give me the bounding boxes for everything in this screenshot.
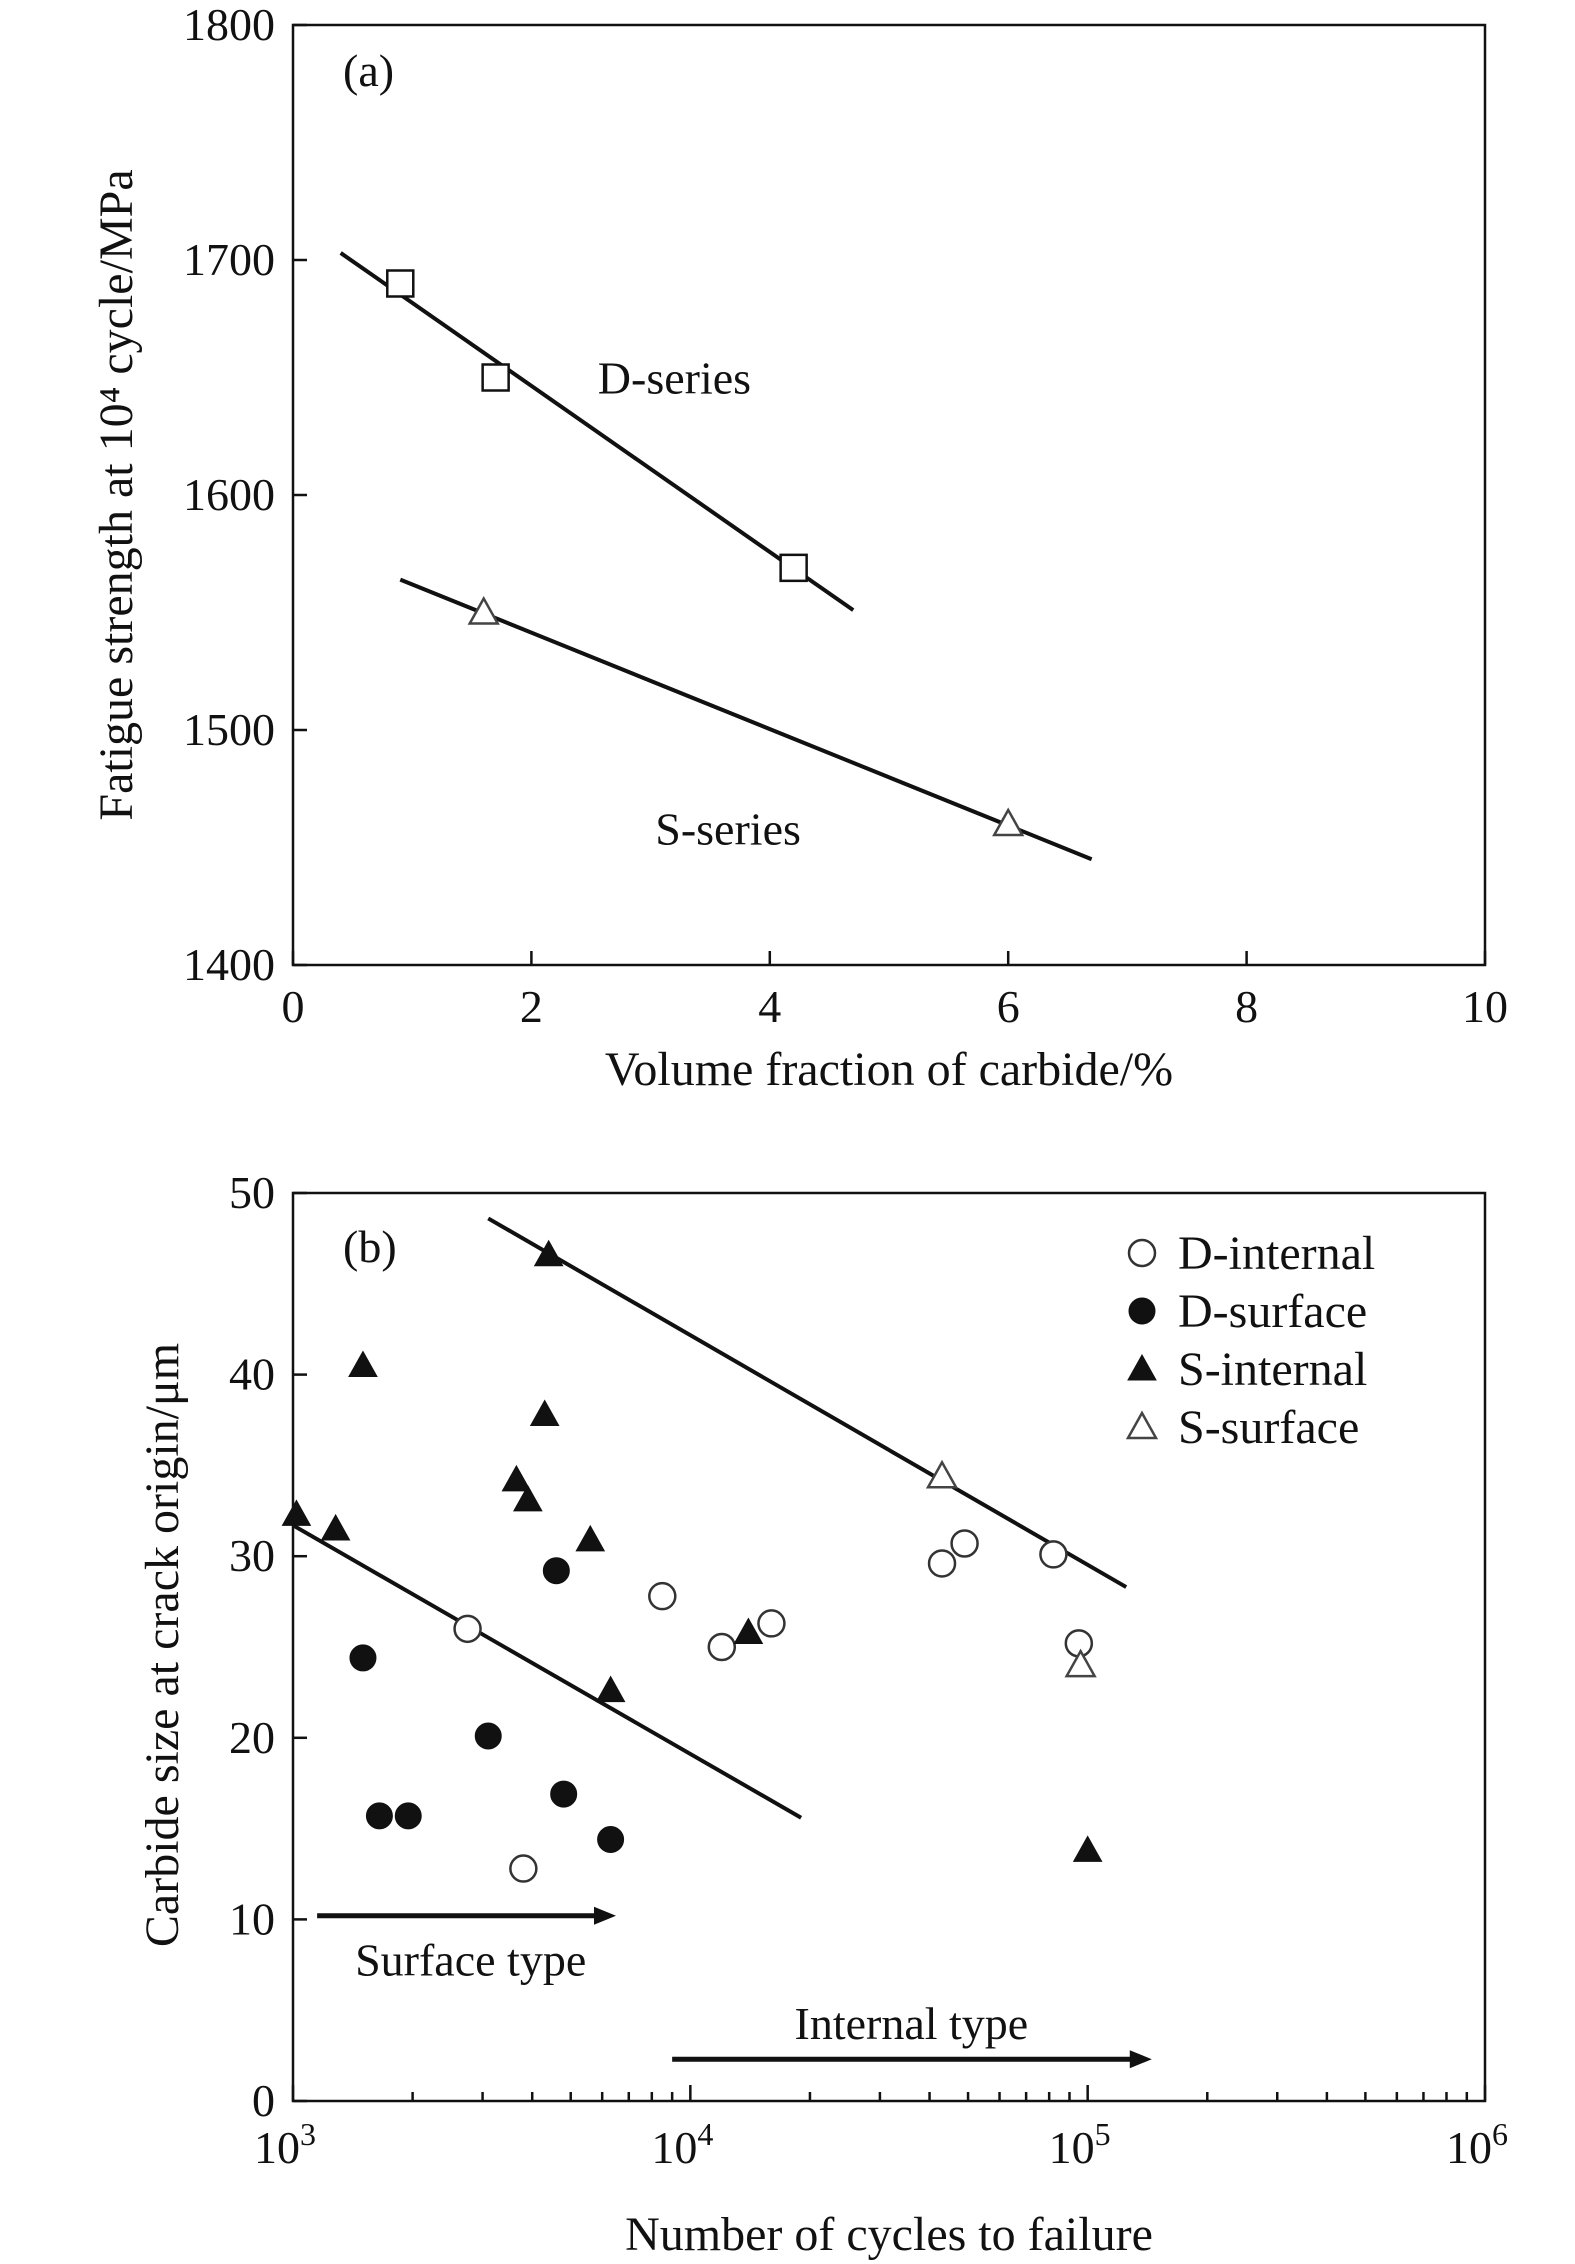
data-point-s-surface-0 bbox=[925, 1459, 959, 1489]
x-tick-label-1e3: 103 bbox=[254, 2116, 316, 2173]
panel-b-plot-area: Surface type Internal type bbox=[281, 1216, 1152, 2069]
x-tick-label-2: 2 bbox=[520, 981, 543, 1032]
y-tick-label-1800: 1800 bbox=[183, 0, 275, 50]
data-point-d-surface-0 bbox=[349, 1644, 377, 1672]
y-tick-label-40: 40 bbox=[229, 1349, 275, 1400]
x-tick-label-8: 8 bbox=[1235, 981, 1258, 1032]
series-s-series bbox=[399, 577, 1093, 862]
data-point-s-internal-2 bbox=[348, 1350, 378, 1378]
y-tick-label-20: 20 bbox=[229, 1712, 275, 1763]
y-tick-label-50: 50 bbox=[229, 1167, 275, 1218]
series-s-surface bbox=[925, 1459, 1097, 1678]
annotation-s-series: S-series bbox=[655, 804, 801, 855]
y-tick-label-0: 0 bbox=[252, 2075, 275, 2126]
data-point-d-series-0 bbox=[386, 269, 415, 298]
arrow-head bbox=[593, 1906, 616, 1925]
x-tick-label-1e5: 105 bbox=[1049, 2116, 1111, 2173]
data-point-d-internal-3 bbox=[707, 1632, 737, 1662]
legend-label-s-internal: S-internal bbox=[1178, 1343, 1367, 1396]
data-point-d-internal-4 bbox=[757, 1609, 786, 1638]
data-point-d-internal-1 bbox=[509, 1854, 538, 1883]
arrow-head bbox=[1129, 2050, 1152, 2069]
panel-b-x-axis-label: Number of cycles to failure bbox=[625, 2208, 1153, 2261]
x-tick-label-6: 6 bbox=[997, 981, 1020, 1032]
panel-b-axes: 103 104 105 106 0 10 20 30 40 50 bbox=[229, 1167, 1508, 2173]
legend-label-s-surface: S-surface bbox=[1178, 1401, 1359, 1454]
x-tick-label-1e6: 106 bbox=[1446, 2116, 1508, 2173]
annotation-text-internal-type: Internal type bbox=[795, 1998, 1029, 2049]
legend-label-d-internal: D-internal bbox=[1178, 1227, 1375, 1280]
legend-marker-d-surface bbox=[1128, 1297, 1156, 1325]
legend-marker-d-internal bbox=[1127, 1238, 1157, 1268]
annotation-text-surface-type: Surface type bbox=[355, 1934, 586, 1985]
data-point-d-surface-5 bbox=[550, 1780, 578, 1808]
annotation-internal-type: Internal type bbox=[672, 1998, 1152, 2069]
chart-panel-a: (a) 0 2 4 6 8 10 1400 1500 1600 1700 1800 Volume f… bbox=[90, 0, 1508, 1096]
fit-line-s-series bbox=[399, 577, 1093, 862]
data-point-s-series-0 bbox=[467, 595, 500, 625]
panel-a-axes: 0 2 4 6 8 10 1400 1500 1600 1700 1800 bbox=[183, 0, 1508, 1032]
y-tick-label-1700: 1700 bbox=[183, 234, 275, 285]
data-point-s-internal-4 bbox=[512, 1484, 543, 1512]
data-point-s-internal-7 bbox=[575, 1524, 606, 1552]
panel-a-plot-area: D-series S-series bbox=[339, 251, 1093, 862]
x-tick-label-0: 0 bbox=[282, 981, 305, 1032]
data-point-s-series-1 bbox=[992, 807, 1025, 837]
panel-b-label: (b) bbox=[343, 1221, 397, 1272]
data-point-s-internal-3 bbox=[501, 1464, 532, 1492]
data-point-d-surface-2 bbox=[394, 1802, 422, 1830]
data-point-d-internal-2 bbox=[648, 1581, 677, 1611]
data-point-s-internal-8 bbox=[595, 1675, 626, 1703]
series-d-surface bbox=[349, 1557, 625, 1853]
x-tick-label-10: 10 bbox=[1462, 981, 1508, 1032]
panel-a-y-axis-label: Fatigue strength at 10⁴ cycle/MPa bbox=[90, 169, 143, 820]
fit-line-0 bbox=[487, 1216, 1128, 1589]
legend-label-d-surface: D-surface bbox=[1178, 1285, 1367, 1338]
data-point-s-internal-6 bbox=[533, 1239, 564, 1267]
panel-b-frame bbox=[291, 1191, 1487, 2103]
annotation-surface-type: Surface type bbox=[317, 1906, 616, 1985]
y-tick-label-30: 30 bbox=[229, 1530, 275, 1581]
data-point-d-surface-4 bbox=[542, 1557, 570, 1585]
data-point-s-internal-0 bbox=[281, 1499, 312, 1526]
data-point-s-internal-10 bbox=[1072, 1835, 1103, 1862]
data-point-s-surface-1 bbox=[1064, 1648, 1097, 1678]
data-point-s-internal-1 bbox=[320, 1513, 351, 1541]
x-tick-label-4: 4 bbox=[758, 981, 781, 1032]
y-tick-label-1500: 1500 bbox=[183, 704, 275, 755]
y-tick-label-10: 10 bbox=[229, 1893, 275, 1944]
data-point-d-internal-7 bbox=[1039, 1540, 1068, 1569]
panel-a-x-axis-label: Volume fraction of carbide/% bbox=[605, 1043, 1173, 1096]
data-point-s-internal-5 bbox=[529, 1399, 560, 1427]
data-point-d-series-1 bbox=[481, 363, 510, 392]
panel-b-y-axis-label: Carbide size at crack origin/μm bbox=[136, 1343, 189, 1947]
series-s-internal bbox=[281, 1239, 1103, 1862]
series-d-series bbox=[339, 251, 855, 612]
fit-line-1 bbox=[292, 1523, 803, 1820]
legend-marker-s-internal bbox=[1127, 1353, 1157, 1381]
panel-a-frame bbox=[291, 23, 1487, 967]
y-tick-label-1400: 1400 bbox=[183, 939, 275, 990]
data-point-d-series-2 bbox=[779, 553, 808, 583]
data-point-d-internal-5 bbox=[927, 1549, 957, 1578]
annotation-d-series: D-series bbox=[598, 353, 751, 404]
data-point-d-surface-1 bbox=[365, 1802, 393, 1830]
series-d-internal bbox=[453, 1529, 1094, 1883]
y-tick-label-1600: 1600 bbox=[183, 469, 275, 520]
data-point-d-surface-3 bbox=[474, 1722, 502, 1750]
x-tick-label-1e4: 104 bbox=[651, 2116, 713, 2173]
panel-a-label: (a) bbox=[343, 45, 394, 96]
data-point-d-internal-6 bbox=[950, 1529, 979, 1558]
legend-marker-s-surface bbox=[1125, 1410, 1159, 1440]
data-point-s-internal-9 bbox=[733, 1617, 764, 1644]
data-point-d-surface-6 bbox=[597, 1825, 625, 1853]
data-point-d-internal-0 bbox=[453, 1614, 482, 1644]
chart-panel-b: (b) 103 104 105 106 0 10 20 30 40 50 Number of cy… bbox=[136, 1167, 1508, 2261]
fit-line-d-series bbox=[339, 251, 855, 612]
